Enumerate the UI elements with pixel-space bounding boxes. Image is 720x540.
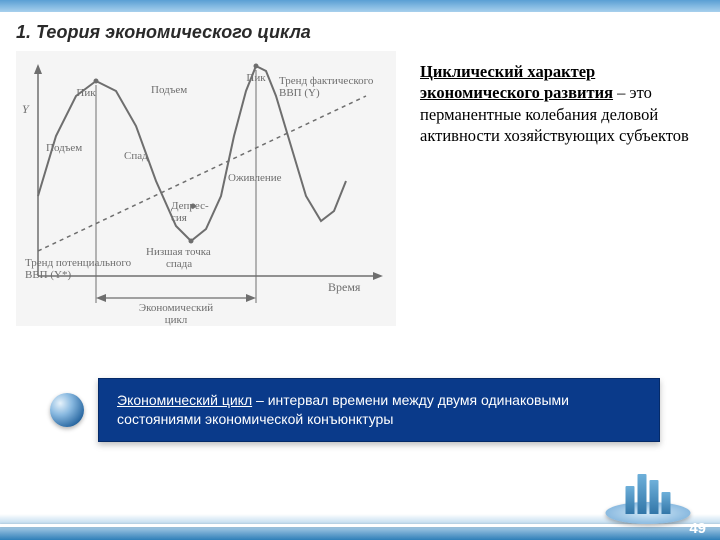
rise2-label: Подъем xyxy=(151,84,187,96)
cycle-label-2: цикл xyxy=(165,314,188,326)
footer: 49 xyxy=(0,508,720,540)
trend-potential-line xyxy=(38,96,366,251)
trend-actual-2: ВВП (Y) xyxy=(279,87,320,99)
recovery-label: Оживление xyxy=(228,172,282,184)
trough-label-1: Низшая точка xyxy=(146,246,211,258)
callout-term: Экономический цикл xyxy=(117,392,252,408)
depression-label-1: Депрес- xyxy=(171,200,209,212)
y-axis-label: Y xyxy=(22,102,30,116)
trough-label-2: спада xyxy=(166,258,192,270)
cycle-label-1: Экономический xyxy=(139,302,213,314)
trend-pot-2: ВВП (Y*) xyxy=(25,269,71,281)
globe-decoration xyxy=(605,464,690,524)
business-cycle-chart: Y Время Пик Пик Подъем Подъем Спад xyxy=(16,51,396,326)
peak1-label: Пик xyxy=(76,87,96,99)
definition-term: Циклический характер экономического разв… xyxy=(420,62,613,102)
callout-row: Экономический цикл – интервал времени ме… xyxy=(50,378,660,442)
sphere-icon xyxy=(50,393,84,427)
header-bar xyxy=(0,0,720,12)
callout-box: Экономический цикл – интервал времени ме… xyxy=(98,378,660,442)
fall-label: Спад xyxy=(124,150,148,162)
definition-text: Циклический характер экономического разв… xyxy=(420,51,704,326)
page-number: 49 xyxy=(689,520,706,537)
content-row: Y Время Пик Пик Подъем Подъем Спад xyxy=(0,51,720,326)
rise-label: Подъем xyxy=(46,142,82,154)
trend-actual-1: Тренд фактического xyxy=(279,75,374,87)
trend-pot-1: Тренд потенциального xyxy=(25,257,132,269)
peak2-label: Пик xyxy=(246,72,266,84)
depression-label-2: сия xyxy=(171,212,187,224)
page-title: 1. Теория экономического цикла xyxy=(0,12,720,51)
x-axis-label: Время xyxy=(328,280,361,294)
